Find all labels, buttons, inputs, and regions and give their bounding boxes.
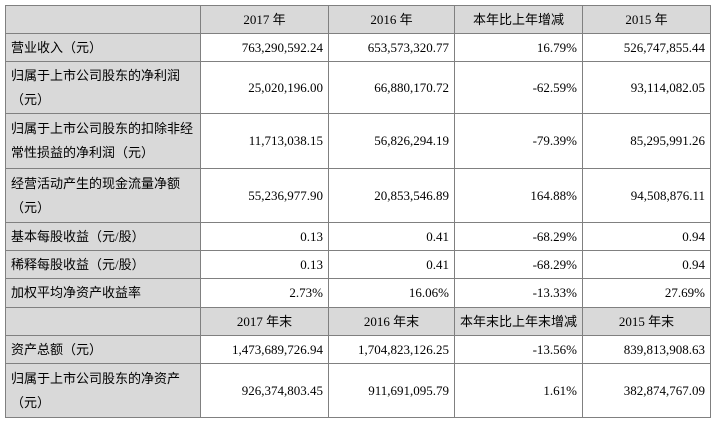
value-2015: 382,874,767.09 bbox=[582, 363, 711, 418]
value-change: 16.79% bbox=[454, 33, 583, 62]
value-change: -62.59% bbox=[454, 61, 583, 114]
value-2015: 93,114,082.05 bbox=[582, 61, 711, 114]
row-label: 加权平均净资产收益率 bbox=[5, 278, 201, 308]
value-2016: 1,704,823,126.25 bbox=[328, 335, 455, 364]
table-row-operating-cash-flow: 经营活动产生的现金流量净额 （元） 55,236,977.90 20,853,5… bbox=[5, 168, 711, 223]
value-change: -68.29% bbox=[454, 222, 583, 251]
financial-summary-table: 2017 年 2016 年 本年比上年增减 2015 年 营业收入（元） 763… bbox=[5, 5, 711, 418]
value-2016: 16.06% bbox=[328, 278, 455, 308]
table-row-net-assets: 归属于上市公司股东的净资产 （元） 926,374,803.45 911,691… bbox=[5, 363, 711, 418]
table-row-operating-revenue: 营业收入（元） 763,290,592.24 653,573,320.77 16… bbox=[5, 33, 711, 62]
annual-header-2016: 2016 年 bbox=[328, 5, 455, 34]
table-row-diluted-eps: 稀释每股收益（元/股） 0.13 0.41 -68.29% 0.94 bbox=[5, 250, 711, 279]
table-row-weighted-avg-roe: 加权平均净资产收益率 2.73% 16.06% -13.33% 27.69% bbox=[5, 278, 711, 308]
row-label: 资产总额（元） bbox=[5, 335, 201, 364]
value-2017: 25,020,196.00 bbox=[200, 61, 329, 114]
eoy-header-change: 本年末比上年末增减 bbox=[454, 307, 583, 336]
value-2015: 94,508,876.11 bbox=[582, 168, 711, 223]
value-2015: 839,813,908.63 bbox=[582, 335, 711, 364]
row-label: 归属于上市公司股东的净资产 （元） bbox=[5, 363, 201, 418]
eoy-header-2015: 2015 年末 bbox=[582, 307, 711, 336]
value-2016: 20,853,546.89 bbox=[328, 168, 455, 223]
value-2017: 0.13 bbox=[200, 222, 329, 251]
value-2016: 911,691,095.79 bbox=[328, 363, 455, 418]
value-2017: 55,236,977.90 bbox=[200, 168, 329, 223]
annual-header-blank bbox=[5, 5, 201, 34]
eoy-header-row: 2017 年末 2016 年末 本年末比上年末增减 2015 年末 bbox=[5, 307, 711, 336]
table-row-basic-eps: 基本每股收益（元/股） 0.13 0.41 -68.29% 0.94 bbox=[5, 222, 711, 251]
table-row-net-profit-excl-nonrecurring: 归属于上市公司股东的扣除非经 常性损益的净利润（元） 11,713,038.15… bbox=[5, 113, 711, 169]
table-row-total-assets: 资产总额（元） 1,473,689,726.94 1,704,823,126.2… bbox=[5, 335, 711, 364]
value-2016: 56,826,294.19 bbox=[328, 113, 455, 169]
value-2016: 66,880,170.72 bbox=[328, 61, 455, 114]
row-label: 归属于上市公司股东的净利润 （元） bbox=[5, 61, 201, 114]
value-change: 164.88% bbox=[454, 168, 583, 223]
eoy-header-2016: 2016 年末 bbox=[328, 307, 455, 336]
value-2015: 0.94 bbox=[582, 250, 711, 279]
table-row-net-profit: 归属于上市公司股东的净利润 （元） 25,020,196.00 66,880,1… bbox=[5, 61, 711, 114]
annual-header-row: 2017 年 2016 年 本年比上年增减 2015 年 bbox=[5, 5, 711, 34]
value-2016: 0.41 bbox=[328, 250, 455, 279]
value-change: -13.56% bbox=[454, 335, 583, 364]
row-label: 归属于上市公司股东的扣除非经 常性损益的净利润（元） bbox=[5, 113, 201, 169]
value-change: 1.61% bbox=[454, 363, 583, 418]
row-label: 基本每股收益（元/股） bbox=[5, 222, 201, 251]
value-change: -79.39% bbox=[454, 113, 583, 169]
eoy-header-blank bbox=[5, 307, 201, 336]
value-2017: 926,374,803.45 bbox=[200, 363, 329, 418]
value-2017: 0.13 bbox=[200, 250, 329, 279]
value-2015: 85,295,991.26 bbox=[582, 113, 711, 169]
row-label: 营业收入（元） bbox=[5, 33, 201, 62]
row-label: 稀释每股收益（元/股） bbox=[5, 250, 201, 279]
value-2015: 0.94 bbox=[582, 222, 711, 251]
value-2016: 653,573,320.77 bbox=[328, 33, 455, 62]
annual-header-2017: 2017 年 bbox=[200, 5, 329, 34]
value-change: -68.29% bbox=[454, 250, 583, 279]
row-label: 经营活动产生的现金流量净额 （元） bbox=[5, 168, 201, 223]
value-change: -13.33% bbox=[454, 278, 583, 308]
value-2017: 763,290,592.24 bbox=[200, 33, 329, 62]
annual-header-2015: 2015 年 bbox=[582, 5, 711, 34]
value-2015: 27.69% bbox=[582, 278, 711, 308]
value-2017: 11,713,038.15 bbox=[200, 113, 329, 169]
value-2017: 2.73% bbox=[200, 278, 329, 308]
value-2017: 1,473,689,726.94 bbox=[200, 335, 329, 364]
eoy-header-2017: 2017 年末 bbox=[200, 307, 329, 336]
value-2016: 0.41 bbox=[328, 222, 455, 251]
annual-header-change: 本年比上年增减 bbox=[454, 5, 583, 34]
value-2015: 526,747,855.44 bbox=[582, 33, 711, 62]
